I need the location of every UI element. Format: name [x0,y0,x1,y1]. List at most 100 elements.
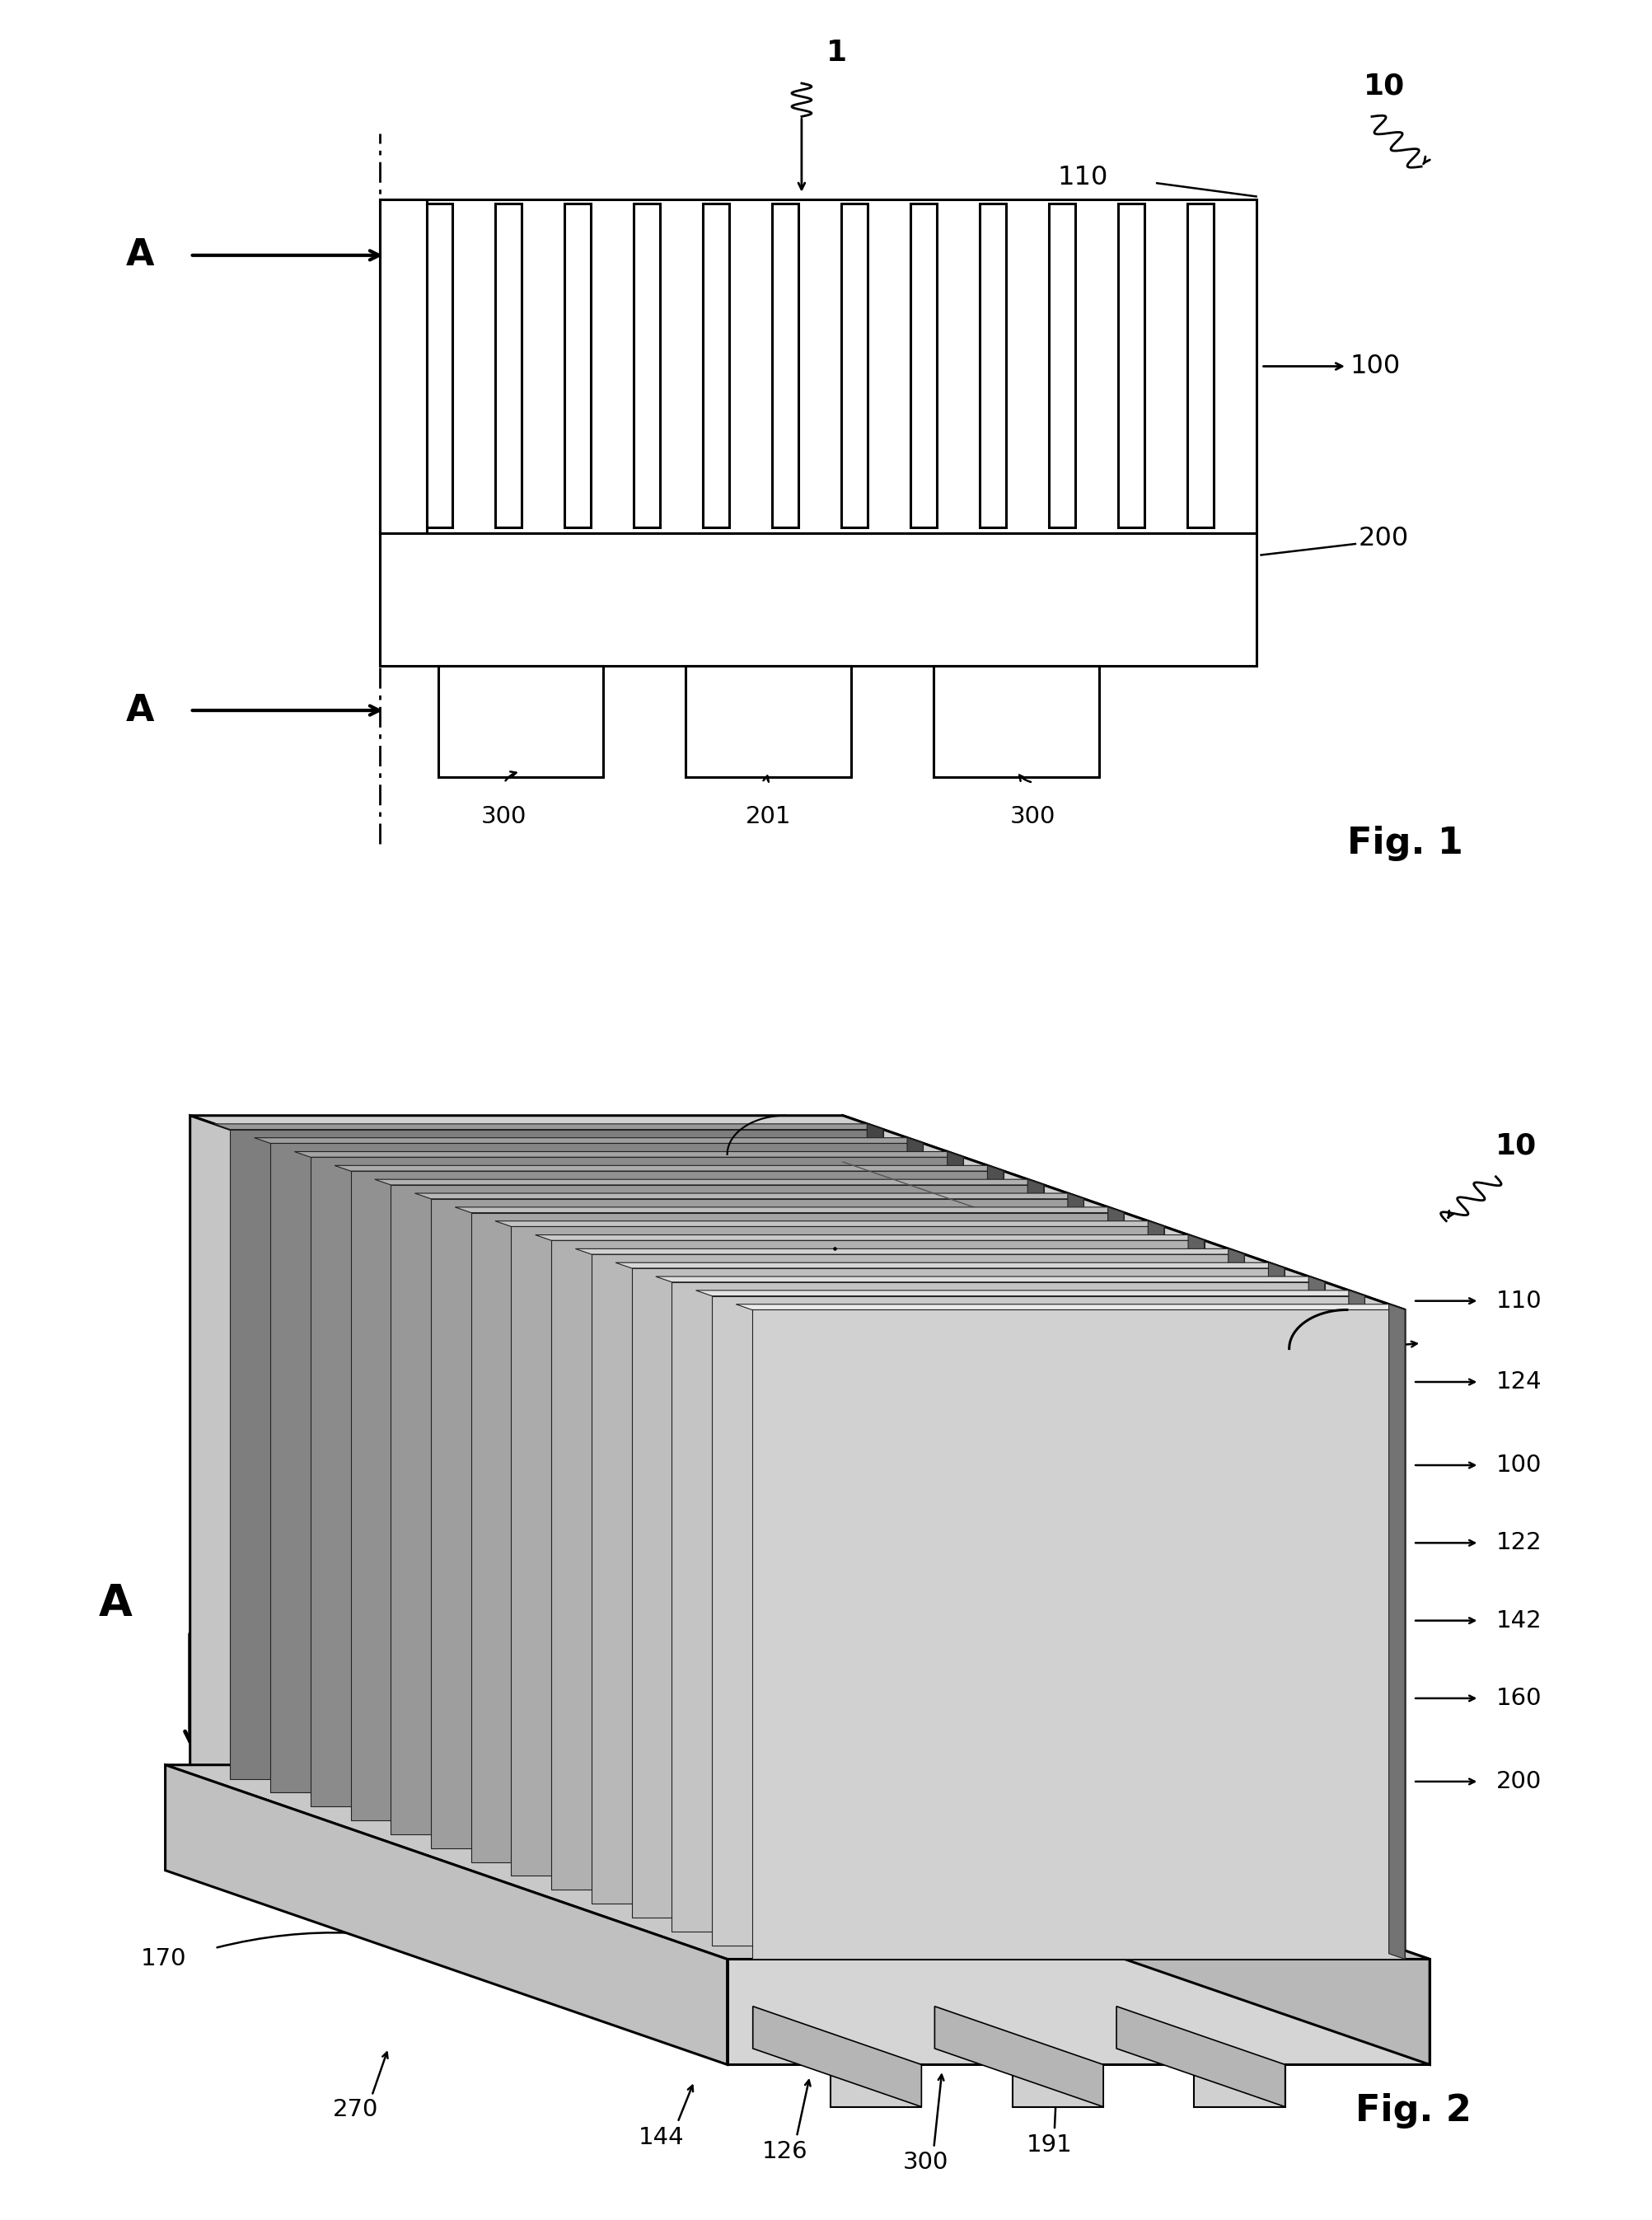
Bar [565,202,591,526]
Polygon shape [752,1310,1404,1960]
Polygon shape [671,1283,1323,1931]
Text: 110: 110 [1057,164,1108,191]
Polygon shape [294,1152,963,1157]
Text: 122: 122 [1495,1532,1541,1554]
Polygon shape [615,1263,1284,1268]
Text: A: A [126,238,155,273]
Text: 170: 170 [140,1947,187,1971]
Polygon shape [986,1166,1003,1820]
Polygon shape [656,1276,1323,1283]
Polygon shape [867,1765,1429,2065]
Text: A: A [885,1141,915,1179]
Polygon shape [907,1139,923,1794]
Bar [841,202,867,526]
Polygon shape [1117,2007,1285,2107]
Polygon shape [1227,1248,1244,1905]
Text: 200: 200 [1495,1769,1541,1794]
Polygon shape [1348,1290,1365,1945]
Polygon shape [712,1296,1365,1945]
Polygon shape [165,1765,727,2065]
Bar [771,202,798,526]
Polygon shape [190,1117,752,1960]
Polygon shape [552,1241,1204,1889]
Polygon shape [334,1166,1003,1172]
Bar [910,202,937,526]
Polygon shape [390,1185,1042,1834]
Polygon shape [575,1248,1244,1254]
Text: 124: 124 [1495,1370,1541,1394]
Text: 110: 110 [1495,1290,1541,1312]
Text: 300: 300 [1009,806,1056,828]
Text: 100: 100 [1350,353,1401,380]
Bar [496,202,522,526]
Polygon shape [695,1290,1365,1296]
Bar [380,200,426,533]
Polygon shape [843,1117,1404,1960]
Text: 300: 300 [902,2151,948,2173]
Polygon shape [947,1152,963,1807]
Bar [686,666,851,777]
Bar [426,202,453,526]
Polygon shape [271,1143,923,1794]
Polygon shape [190,1117,1404,1310]
Polygon shape [215,1123,882,1130]
Text: 120: 120 [1016,1210,1062,1232]
Polygon shape [727,1960,1429,2065]
Polygon shape [1028,1179,1042,1834]
Polygon shape [867,1123,882,1778]
Text: 200: 200 [1358,526,1409,551]
Bar [1186,202,1213,526]
Polygon shape [735,1305,1404,1310]
Bar [380,533,1256,666]
Polygon shape [1308,1276,1323,1931]
Polygon shape [431,1199,1084,1847]
Bar [634,202,659,526]
Text: A: A [99,1583,132,1625]
Polygon shape [1388,1305,1404,1960]
Polygon shape [165,1765,1429,1960]
Polygon shape [311,1157,963,1807]
Bar [933,666,1099,777]
Bar [1011,2065,1104,2107]
Text: 10: 10 [1495,1132,1536,1159]
Bar [380,200,1256,533]
Polygon shape [1148,1221,1163,1876]
Text: 160: 160 [1495,1687,1541,1709]
Text: Fig. 1: Fig. 1 [1346,826,1462,861]
Text: 100: 100 [1495,1454,1541,1476]
Polygon shape [350,1172,1003,1820]
Bar [1049,202,1074,526]
Polygon shape [753,2007,922,2107]
Text: 300: 300 [481,806,527,828]
Polygon shape [1107,1208,1123,1863]
Bar [438,666,603,777]
Text: 270: 270 [332,2098,378,2120]
Text: 10: 10 [1363,71,1404,100]
Polygon shape [471,1212,1123,1863]
Text: 1: 1 [826,38,847,67]
Polygon shape [375,1179,1042,1185]
Polygon shape [496,1221,1163,1228]
Polygon shape [631,1268,1284,1918]
Polygon shape [535,1234,1204,1241]
Polygon shape [1267,1263,1284,1918]
Polygon shape [254,1139,923,1143]
Bar [980,202,1006,526]
Polygon shape [510,1228,1163,1876]
Bar [702,202,729,526]
Text: 191: 191 [1026,2133,1072,2156]
Polygon shape [935,2007,1104,2107]
Text: A: A [126,693,155,728]
Polygon shape [1188,1234,1204,1889]
Polygon shape [1067,1194,1084,1847]
Text: 126: 126 [762,2140,808,2162]
Text: 201: 201 [745,806,791,828]
Text: Fig. 2: Fig. 2 [1355,2093,1470,2129]
Polygon shape [415,1194,1084,1199]
Polygon shape [591,1254,1244,1905]
Text: 142: 142 [1495,1610,1541,1632]
Text: 144: 144 [638,2127,684,2149]
Polygon shape [230,1130,882,1778]
Bar [1193,2065,1285,2107]
Bar [1117,202,1143,526]
